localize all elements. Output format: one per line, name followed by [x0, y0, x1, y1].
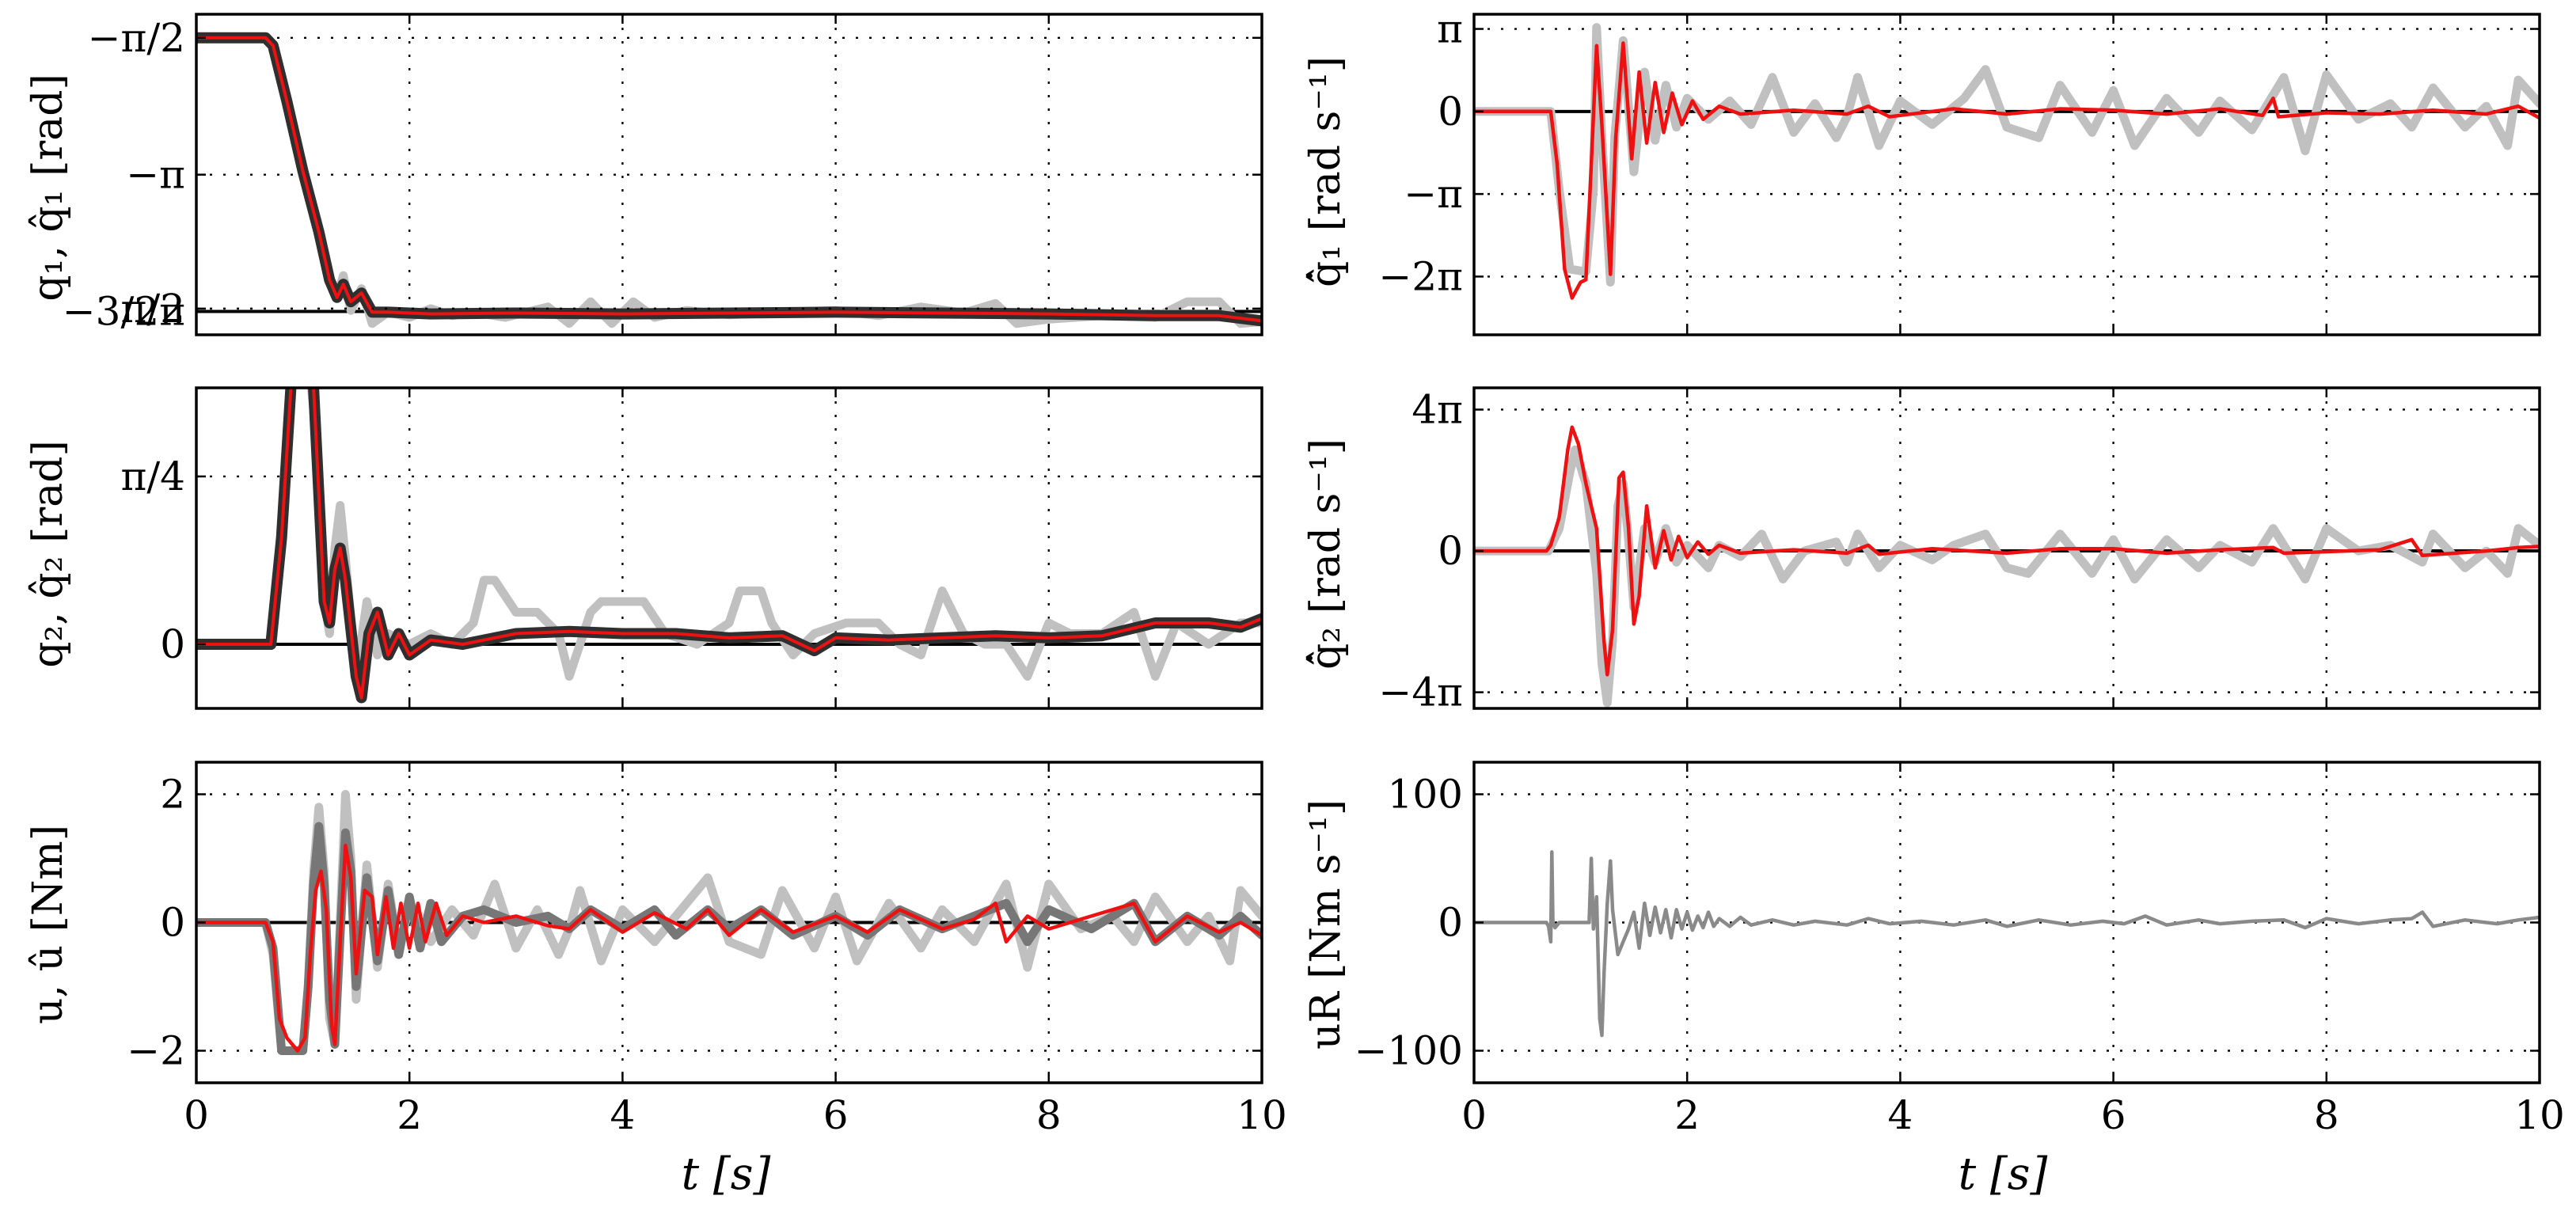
plot-frame: [1472, 13, 2541, 336]
x-tick-label: 8: [1036, 1092, 1062, 1138]
x-tick-label: 4: [1887, 1092, 1913, 1138]
ylabel-q1-dot: q̂̇₁ [rad s⁻¹]: [1302, 56, 1350, 287]
y-tick-label: 0: [160, 621, 185, 667]
y-tick-label: −2π: [1378, 253, 1463, 299]
x-tick-label: 0: [184, 1092, 209, 1138]
series-line-estimate: [1474, 425, 2540, 677]
x-tick-label: 10: [1237, 1092, 1287, 1138]
y-tick-label: 4π: [1411, 386, 1463, 432]
plot-frame: [195, 386, 1263, 710]
y-tick-label: −100: [1354, 1028, 1463, 1074]
series-group: [196, 790, 1262, 1055]
xlabel-right: t [s]: [1959, 1148, 2048, 1200]
plot-frame: [195, 13, 1263, 336]
series-group: [196, 32, 1262, 328]
ylabel-uR: uR [Nm s⁻¹]: [1302, 799, 1350, 1050]
panel-q2-dot: 4π 0 −4π: [1378, 386, 2541, 716]
y-tick-label: 0: [1438, 528, 1463, 574]
y-tick-label: −3/2π: [63, 289, 185, 335]
y-tick-label: π/4: [120, 454, 185, 499]
y-tick-label: π/2: [120, 286, 185, 332]
ylabel-u: u, û [Nm]: [25, 825, 72, 1024]
series-line-reference: [196, 844, 1262, 1053]
y-tick-label: 0: [160, 900, 185, 946]
y-tick-label: −π: [1404, 171, 1463, 217]
x-tick-label: 2: [397, 1092, 422, 1138]
xlabel-left: t [s]: [682, 1148, 771, 1200]
series-line-estimate: [196, 32, 1262, 327]
y-tick-label: 100: [1388, 772, 1463, 818]
ylabel-q2-dot: q̂̇₂ [rad s⁻¹]: [1302, 438, 1350, 670]
series-line-measured: [1474, 23, 2540, 287]
y-tick-label: −4π: [1378, 670, 1463, 716]
series-group: [1474, 23, 2540, 300]
x-tick-label: 6: [2101, 1092, 2126, 1138]
series-line-measured: [196, 388, 1262, 681]
y-tick-label: −π/2: [88, 15, 185, 61]
y-tick-label: 0: [1438, 900, 1463, 946]
ylabel-q2: q₂, q̂₂ [rad]: [25, 440, 72, 668]
y-tick-label: π: [1437, 6, 1463, 52]
y-tick-label: −π: [126, 152, 185, 198]
x-tick-label: 2: [1674, 1092, 1700, 1138]
plot-frame: [1472, 386, 2541, 710]
x-tick-label: 0: [1461, 1092, 1487, 1138]
panel-u: 0 2 4 6 8 10 2 0 −2: [127, 761, 1287, 1138]
series-line-estimate: [1474, 41, 2540, 300]
x-tick-label: 6: [823, 1092, 849, 1138]
y-tick-label: −2: [127, 1028, 185, 1074]
series-group: [196, 388, 1262, 704]
panel-q1-dot: π 0 −π −2π: [1378, 6, 2541, 336]
series-line-reaction: [1474, 850, 2540, 1038]
x-tick-label: 4: [610, 1092, 635, 1138]
y-tick-label: 2: [160, 772, 185, 818]
series-line-measured: [1474, 445, 2540, 708]
panel-q2: π/2 π/4 0: [120, 286, 1263, 710]
series-line-reference: [196, 388, 1262, 700]
series-line-measured: [196, 33, 1262, 328]
series-line-reference: [196, 36, 1262, 323]
panel-uR: 0 2 4 6 8 10 100 0 −100: [1354, 761, 2565, 1138]
panel-q1: −π/2 −π −3/2π: [63, 13, 1263, 336]
y-tick-label: 0: [1438, 89, 1463, 135]
x-tick-label: 8: [2314, 1092, 2339, 1138]
x-tick-label: 10: [2514, 1092, 2565, 1138]
series-group: [1474, 850, 2540, 1038]
series-group: [1474, 425, 2540, 708]
ylabel-q1: q₁, q̂₁ [rad]: [25, 74, 72, 302]
